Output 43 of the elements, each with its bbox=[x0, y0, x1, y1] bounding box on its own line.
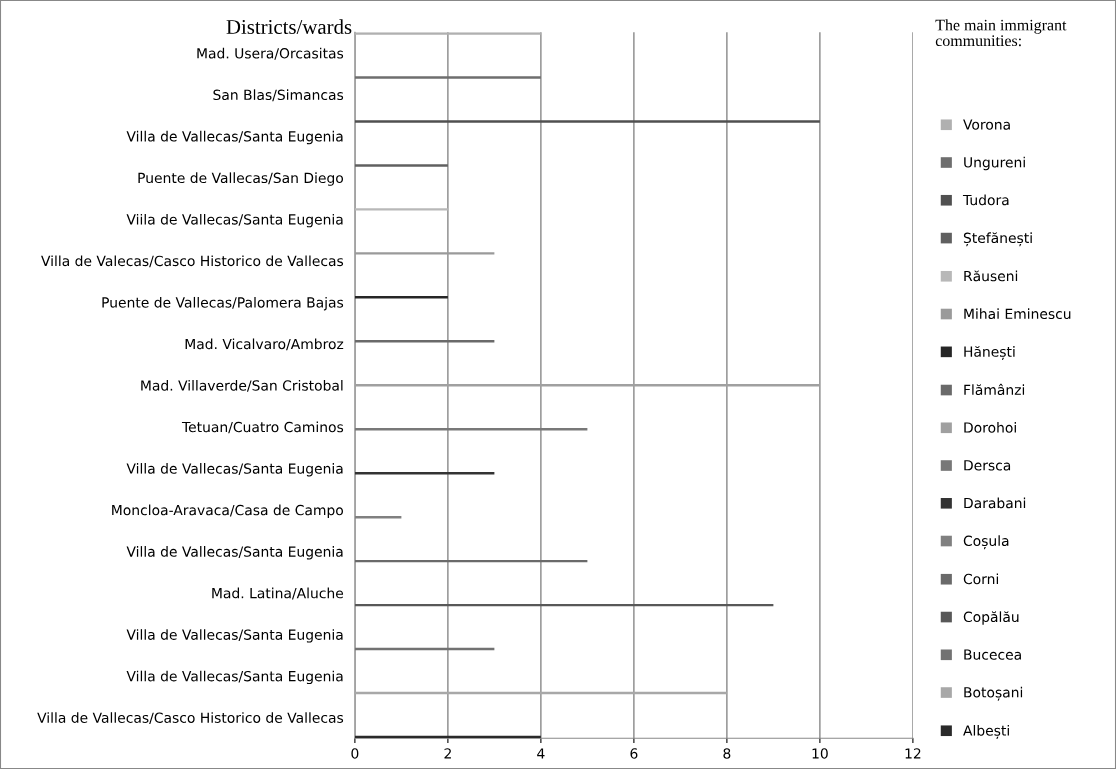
x-tick-label: 12 bbox=[905, 748, 921, 759]
legend-label: Vorona bbox=[963, 119, 1010, 130]
x-tick-label: 0 bbox=[351, 748, 359, 759]
y-tick-label: Puente de Vallecas/San Diego bbox=[138, 172, 344, 186]
legend-label: Dorohoi bbox=[964, 422, 1016, 433]
legend-label: Bucecea bbox=[964, 649, 1021, 660]
legend-label: Botoșani bbox=[964, 686, 1023, 701]
legend-label: Flămânzi bbox=[964, 383, 1025, 396]
y-axis-title: Districts/wards bbox=[226, 19, 352, 34]
x-tick-label: 6 bbox=[630, 748, 638, 759]
legend-title: The main immigrant communities: bbox=[935, 19, 1067, 47]
y-tick-label: Tetuan/Cuatro Caminos bbox=[181, 421, 344, 434]
legend-label: Răuseni bbox=[964, 270, 1018, 282]
y-tick-label: Villa de Vallecas/Santa Eugenia bbox=[126, 670, 343, 685]
y-tick-label: Villa de Vallecas/Santa Eugenia bbox=[126, 546, 343, 560]
y-tick-label: Moncloa-Aravaca/Casa de Campo bbox=[112, 504, 344, 519]
y-tick-label: Villa de Vallecas/Santa Eugenia bbox=[126, 463, 343, 477]
legend-label: Albești bbox=[963, 725, 1009, 739]
x-tick-label: 4 bbox=[537, 748, 545, 759]
y-tick-label: San Blas/Simancas bbox=[213, 89, 344, 102]
y-tick-label: Villa de Vallecas/Casco Historico de Vallecas bbox=[37, 712, 344, 725]
legend-label: Dersca bbox=[964, 460, 1011, 471]
y-tick-label: Mad. Vicalvaro/Ambroz bbox=[185, 338, 344, 351]
y-tick-label: Villa de Vallecas/Santa Eugenia bbox=[126, 629, 343, 643]
legend-label: Hănești bbox=[964, 346, 1015, 361]
x-tick-label: 10 bbox=[812, 748, 828, 759]
y-tick-label: Puente de Vallecas/Palomera Bajas bbox=[102, 296, 344, 311]
legend-label: Ștefănești bbox=[963, 232, 1032, 247]
legend-label: Ungureni bbox=[964, 156, 1025, 171]
legend-label: Coșula bbox=[963, 535, 1009, 550]
y-tick-label: Mad. Usera/Orcasitas bbox=[197, 47, 344, 60]
legend-label: Corni bbox=[963, 573, 999, 585]
legend-label: Tudora bbox=[962, 194, 1009, 206]
legend-label: Copălău bbox=[963, 611, 1019, 625]
y-tick-label: Villa de Valecas/Casco Historico de Vallecas bbox=[41, 255, 344, 268]
legend-label: Darabani bbox=[964, 497, 1026, 509]
x-tick-label: 8 bbox=[723, 748, 731, 759]
y-tick-label: Mad. Latina/Aluche bbox=[212, 587, 344, 600]
y-tick-label: Mad. Villaverde/San Cristobal bbox=[141, 379, 343, 392]
x-tick-label: 2 bbox=[444, 748, 451, 759]
legend-label: Mihai Eminescu bbox=[964, 308, 1071, 320]
y-tick-label: Villa de Vallecas/Santa Eugenia bbox=[126, 130, 343, 145]
y-tick-label: Viila de Vallecas/Santa Eugenia bbox=[126, 213, 343, 228]
